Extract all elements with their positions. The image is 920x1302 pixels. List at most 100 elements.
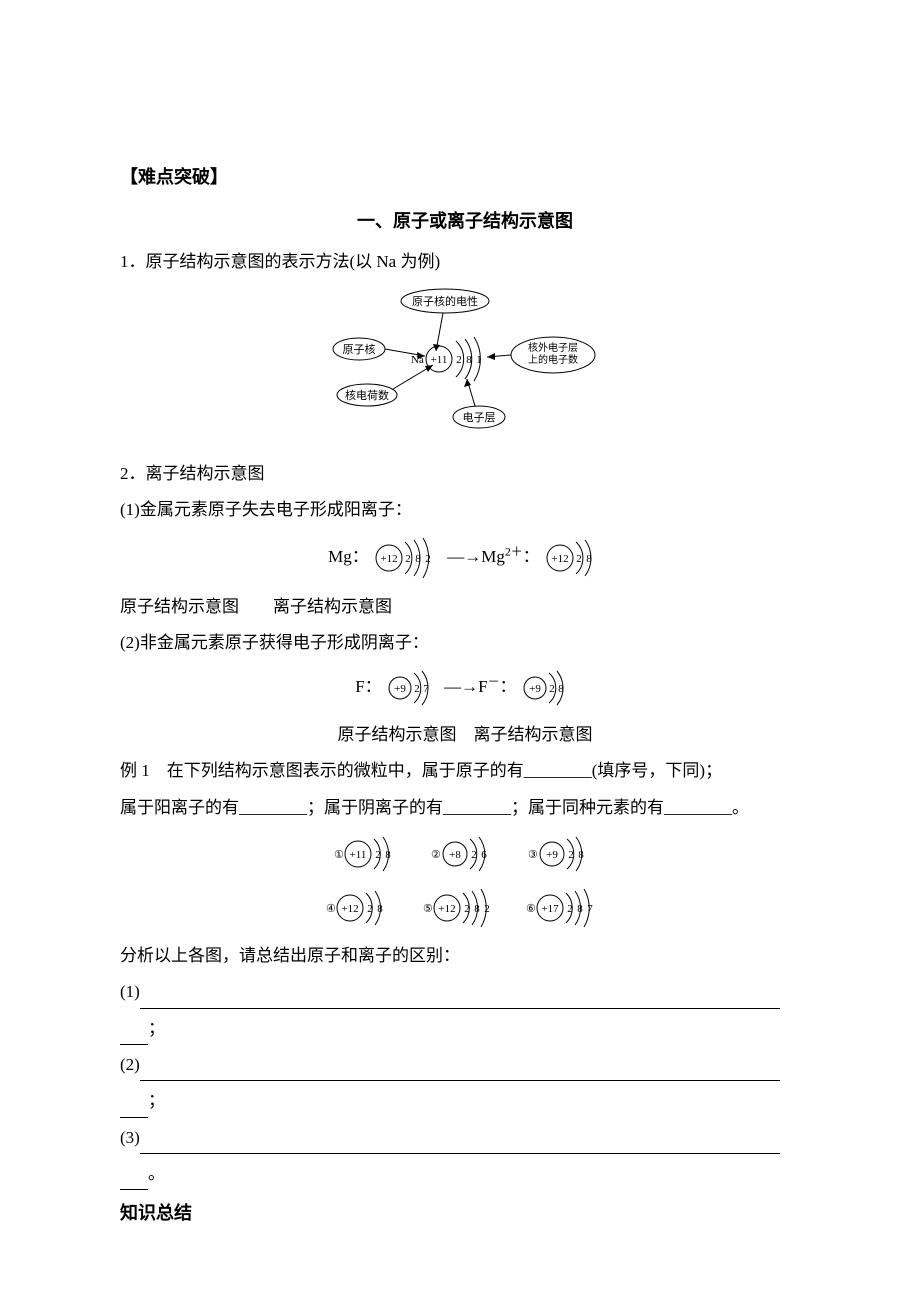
na-diagram-container: 原子核的电性 原子核 核电荷数 核外电子层 上的电子数 电子层 Na +11 2… — [120, 287, 810, 448]
answer-row-1b: ； — [120, 1013, 810, 1045]
choices-row-1: ① +11 2 8 ② +8 2 6 ③ +9 2 8 — [120, 832, 810, 876]
f-ion-diagram: +9 2 8 — [521, 667, 575, 709]
svg-text:2: 2 — [484, 903, 490, 915]
svg-text:8: 8 — [377, 903, 383, 915]
choice-5: ⑤ +12 2 8 2 — [417, 886, 507, 930]
svg-text:8: 8 — [385, 849, 391, 861]
f-arrow: —→ — [444, 677, 478, 696]
example-1-line-b: 属于阳离子的有________；属于阴离子的有________；属于同种元素的有… — [120, 792, 810, 824]
label-shell-elec-2: 上的电子数 — [528, 353, 578, 366]
mg-atom-diagram: +12 2 8 2 — [373, 535, 443, 581]
svg-text:+9: +9 — [546, 849, 558, 861]
mg-ion-sup: 2＋ — [505, 544, 523, 558]
svg-text:+8: +8 — [449, 849, 461, 861]
na-shell-2: 1 — [476, 354, 482, 366]
topic-title: 一、原子或离子结构示意图 — [120, 204, 810, 238]
blank-line-1b — [120, 1020, 148, 1045]
svg-text:+9: +9 — [529, 683, 541, 695]
svg-text:2: 2 — [405, 553, 411, 565]
svg-text:③: ③ — [528, 849, 538, 861]
svg-text:+12: +12 — [439, 903, 456, 915]
svg-text:8: 8 — [577, 903, 583, 915]
f-prefix: F： — [355, 677, 381, 696]
answer-row-3: (3) — [120, 1122, 810, 1154]
f-row: F： +9 2 7 —→F－： +9 2 8 — [120, 667, 810, 709]
f-ion-sup: － — [488, 674, 500, 688]
mg-colon: ： — [523, 546, 540, 565]
para-4: 原子结构示意图 离子结构示意图 — [120, 591, 810, 623]
example-1-line-a: 例 1 在下列结构示意图表示的微粒中，属于原子的有________(填序号，下同… — [120, 755, 810, 787]
choice-4: ④ +12 2 8 — [320, 886, 400, 930]
svg-text:②: ② — [431, 849, 441, 861]
svg-text:+17: +17 — [541, 903, 559, 915]
para-3: (1)金属元素原子失去电子形成阳离子： — [120, 494, 810, 526]
para-1: 1．原子结构示意图的表示方法(以 Na 为例) — [120, 246, 810, 278]
svg-text:2: 2 — [425, 553, 431, 565]
mg-ion-diagram: +12 2 8 — [544, 535, 602, 581]
label-charge-num: 核电荷数 — [345, 388, 389, 402]
label-shell: 电子层 — [463, 411, 496, 424]
answer-row-3b: 。 — [120, 1158, 810, 1190]
blank-line-1a — [140, 984, 780, 1009]
svg-text:2: 2 — [576, 553, 582, 565]
svg-text:2: 2 — [568, 849, 574, 861]
na-shell-0: 2 — [456, 354, 462, 366]
svg-text:①: ① — [334, 849, 344, 861]
choice-2: ② +8 2 6 — [425, 832, 505, 876]
f-colon: ： — [500, 677, 517, 696]
answer-row-2: (2) — [120, 1049, 810, 1081]
answer-label-1: (1) — [120, 982, 140, 1001]
svg-text:2: 2 — [414, 683, 420, 695]
svg-text:⑥: ⑥ — [526, 903, 536, 915]
answer-row-2b: ； — [120, 1085, 810, 1117]
answer-row-1: (1) — [120, 976, 810, 1008]
na-atom-diagram: 原子核的电性 原子核 核电荷数 核外电子层 上的电子数 电子层 Na +11 2… — [315, 287, 615, 437]
mg-ion-label: Mg — [481, 546, 505, 565]
svg-text:2: 2 — [464, 903, 470, 915]
label-nucleus: 原子核 — [343, 342, 376, 356]
blank-line-2a — [140, 1057, 780, 1082]
choice-3: ③ +9 2 8 — [522, 832, 602, 876]
blank-line-3b — [120, 1165, 148, 1190]
svg-text:+12: +12 — [342, 903, 359, 915]
answer-semi-2: ； — [148, 1091, 165, 1110]
svg-text:7: 7 — [587, 903, 593, 915]
svg-text:8: 8 — [578, 849, 584, 861]
answer-label-2: (2) — [120, 1055, 140, 1074]
svg-text:+9: +9 — [394, 683, 406, 695]
choices-row-2: ④ +12 2 8 ⑤ +12 2 8 2 ⑥ +17 2 8 7 — [120, 886, 810, 930]
mg-row: Mg： +12 2 8 2 —→Mg2＋： +12 2 8 — [120, 535, 810, 581]
element-na: Na — [411, 354, 424, 366]
mg-arrow: —→ — [447, 546, 481, 565]
blank-line-3a — [140, 1129, 780, 1154]
svg-text:2: 2 — [471, 849, 477, 861]
na-nucleus: +11 — [431, 354, 448, 366]
para-6: 原子结构示意图 离子结构示意图 — [120, 719, 810, 751]
para-5: (2)非金属元素原子获得电子形成阴离子： — [120, 627, 810, 659]
svg-text:2: 2 — [367, 903, 373, 915]
na-shell-1: 8 — [466, 354, 472, 366]
svg-text:+12: +12 — [380, 553, 397, 565]
svg-text:8: 8 — [474, 903, 480, 915]
svg-text:2: 2 — [549, 683, 555, 695]
svg-text:④: ④ — [326, 903, 336, 915]
svg-text:+11: +11 — [350, 849, 367, 861]
svg-text:8: 8 — [558, 683, 564, 695]
label-core-sign: 原子核的电性 — [412, 294, 478, 308]
svg-text:6: 6 — [481, 849, 487, 861]
answer-period: 。 — [148, 1164, 165, 1183]
f-atom-diagram: +9 2 7 — [386, 667, 440, 709]
mg-prefix: Mg： — [328, 546, 369, 565]
para-2: 2．离子结构示意图 — [120, 458, 810, 490]
example-1-analysis: 分析以上各图，请总结出原子和离子的区别： — [120, 940, 810, 972]
answer-semi-1: ； — [148, 1019, 165, 1038]
svg-text:2: 2 — [375, 849, 381, 861]
f-ion-label: F — [478, 677, 487, 696]
svg-text:8: 8 — [586, 553, 592, 565]
label-shell-elec-1: 核外电子层 — [528, 341, 578, 354]
section-heading-breakthrough: 【难点突破】 — [120, 160, 810, 194]
answer-label-3: (3) — [120, 1128, 140, 1147]
blank-line-2b — [120, 1093, 148, 1118]
svg-text:8: 8 — [415, 553, 421, 565]
svg-text:+12: +12 — [551, 553, 568, 565]
